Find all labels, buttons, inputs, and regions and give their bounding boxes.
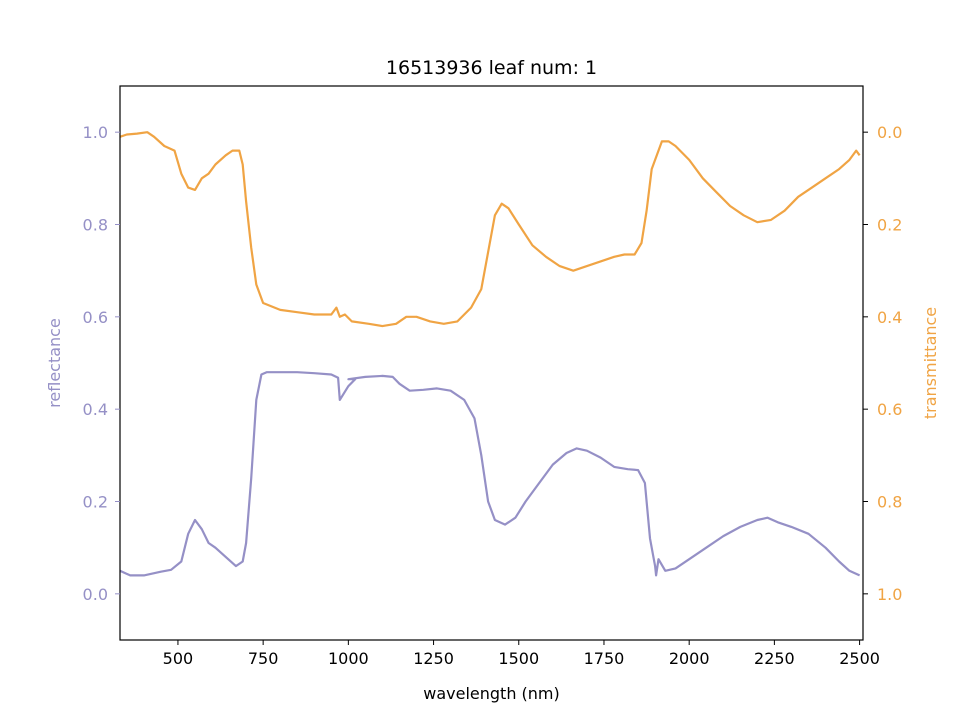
x-tick-label: 2000 — [669, 649, 710, 668]
y-left-tick-label: 1.0 — [83, 123, 108, 142]
y-right-tick-label: 1.0 — [877, 585, 902, 604]
axes-frame — [119, 85, 864, 641]
x-axis: 500 750 1000 1250 1500 1750 2000 2250 2500 — [163, 640, 880, 668]
plot-lines — [120, 131, 861, 577]
series-line-transmittance — [120, 131, 861, 328]
y-right-tick-label: 0.4 — [877, 308, 902, 327]
x-tick-label: 2250 — [754, 649, 795, 668]
series-line-reflectance — [120, 371, 861, 577]
x-tick-label: 1000 — [328, 649, 369, 668]
y-axis-label-left: reflectance — [45, 318, 64, 408]
y-left-tick-label: 0.0 — [83, 585, 108, 604]
y-right-tick-label: 0.8 — [877, 493, 902, 512]
x-tick-label: 750 — [248, 649, 279, 668]
y-right-tick-label: 0.0 — [877, 123, 902, 142]
x-tick-label: 1500 — [498, 649, 539, 668]
x-tick-label: 1750 — [584, 649, 625, 668]
y-left-tick-label: 0.6 — [83, 308, 108, 327]
y-left-tick-label: 0.4 — [83, 400, 108, 419]
x-tick-label: 500 — [163, 649, 194, 668]
y-left-tick-label: 0.8 — [83, 216, 108, 235]
x-tick-label: 2500 — [839, 649, 880, 668]
x-axis-label: wavelength (nm) — [423, 684, 560, 703]
chart-title: 16513936 leaf num: 1 — [386, 57, 597, 79]
y-axis-label-right: transmittance — [921, 307, 940, 419]
y-axis-left: 0.0 0.2 0.4 0.6 0.8 1.0 — [83, 123, 120, 604]
y-right-tick-label: 0.2 — [877, 216, 902, 235]
y-left-tick-label: 0.2 — [83, 493, 108, 512]
y-axis-right: 0.0 0.2 0.4 0.6 0.8 1.0 — [863, 123, 902, 604]
x-tick-label: 1250 — [413, 649, 454, 668]
y-right-tick-label: 0.6 — [877, 400, 902, 419]
